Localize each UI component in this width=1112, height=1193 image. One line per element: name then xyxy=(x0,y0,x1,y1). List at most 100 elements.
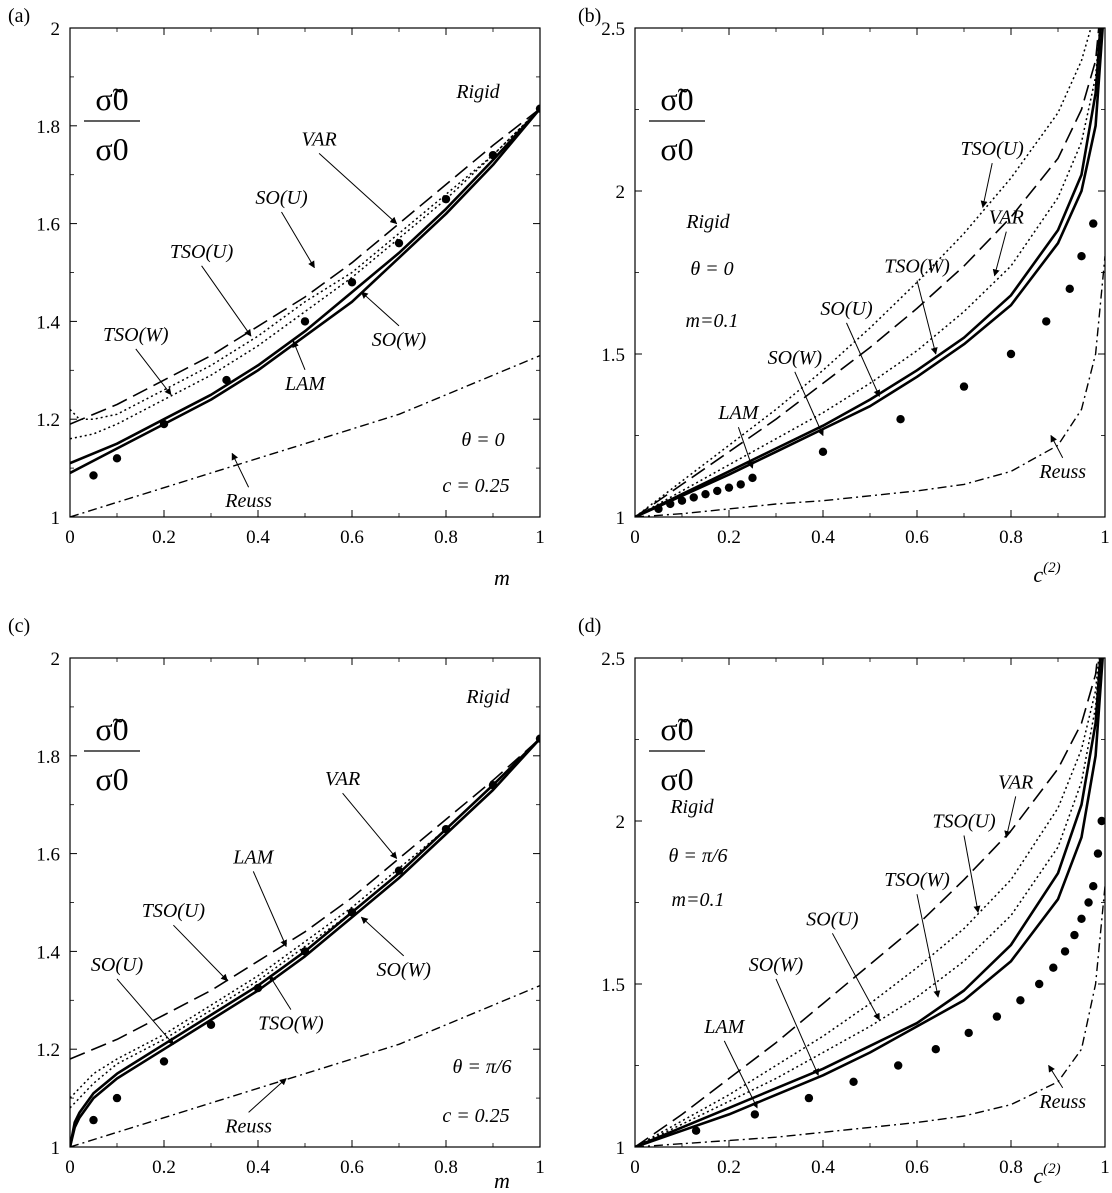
y-tick-label: 1 xyxy=(51,1138,61,1159)
panel-annotation: θ = 0 xyxy=(461,429,504,451)
annotation-label: SO(W) xyxy=(376,959,431,981)
lam-point xyxy=(1077,914,1086,923)
x-tick-label: 0.6 xyxy=(340,527,364,548)
lam-point xyxy=(1093,849,1103,858)
series-line-sou xyxy=(70,107,540,465)
lam-point xyxy=(1016,996,1025,1005)
chart-panel-2: 0 0.2 0.4 0.6 0.8 1 1 1.5 2 2.5 TSO(U) VAR TSO(W) SO(… xyxy=(578,5,1110,587)
x-tick-label: 0.8 xyxy=(999,1157,1023,1178)
lam-point xyxy=(691,1126,701,1135)
lam-point xyxy=(896,415,905,424)
lam-point xyxy=(488,150,498,160)
annotation-arrow xyxy=(135,348,172,396)
lam-point xyxy=(894,1061,903,1070)
y-label-numerator: σ̃0 xyxy=(660,711,693,747)
y-tick-label: 2 xyxy=(616,812,626,833)
lam-point xyxy=(112,1093,122,1103)
annotation-arrow xyxy=(173,924,228,982)
annotation-arrow xyxy=(292,340,306,371)
y-axis-label: σ̃0σ0 xyxy=(84,81,140,167)
lam-point xyxy=(159,419,169,429)
lam-point xyxy=(992,1012,1002,1021)
y-axis-label: σ̃0σ0 xyxy=(649,81,705,167)
annotation-label: SO(U) xyxy=(806,908,859,930)
x-tick-label: 0.6 xyxy=(905,1157,929,1178)
lam-point xyxy=(441,824,451,834)
chart-panel-3: 0 0.2 0.4 0.6 0.8 1 1 1.2 1.4 1.6 1.8 2 VAR LAM TSO(U)… xyxy=(8,615,545,1193)
annotation-label: VAR xyxy=(325,768,360,790)
annotation-label: Reuss xyxy=(224,490,272,512)
y-tick-label: 1.8 xyxy=(36,747,60,768)
annotation-label: SO(W) xyxy=(768,347,823,369)
lam-point xyxy=(535,734,540,743)
x-tick-label: 0.2 xyxy=(717,1157,741,1178)
x-tick-label: 0 xyxy=(65,1157,75,1178)
y-label-numerator: σ̃0 xyxy=(660,81,693,117)
lam-point xyxy=(818,447,828,456)
series-line-sow xyxy=(635,658,1104,1147)
lam-point xyxy=(689,493,698,502)
series-line-tsou xyxy=(635,28,1092,517)
x-tick-label: 0.2 xyxy=(152,527,176,548)
y-tick-label: 2 xyxy=(51,649,61,670)
annotation-arrow xyxy=(252,871,287,948)
lam-point xyxy=(300,947,310,956)
annotation-label: TSO(U) xyxy=(961,138,1025,160)
y-label-denominator: σ0 xyxy=(660,761,693,797)
y-tick-label: 1.4 xyxy=(36,312,60,333)
lam-point xyxy=(959,382,969,391)
series-line-sou xyxy=(635,28,1102,517)
x-tick-label: 0.4 xyxy=(246,1157,270,1178)
annotation-label: SO(U) xyxy=(91,954,144,976)
x-tick-label: 0 xyxy=(630,527,640,548)
series-line-tsow xyxy=(70,738,540,1109)
lam-point xyxy=(804,1093,814,1103)
panel-annotation: c = 0.25 xyxy=(442,475,509,497)
panel-label: (c) xyxy=(8,615,30,637)
annotation-label: SO(U) xyxy=(820,298,873,320)
series-line-sow xyxy=(635,28,1104,517)
y-tick-label: 2.5 xyxy=(601,649,625,670)
annotation-label: TSO(W) xyxy=(884,869,950,891)
lam-point xyxy=(849,1077,858,1087)
y-tick-label: 2 xyxy=(616,182,626,203)
x-tick-label: 0.2 xyxy=(152,1157,176,1178)
x-tick-label: 1 xyxy=(535,527,545,548)
panel-annotation: θ = π/6 xyxy=(669,845,728,867)
annotation-label: Reuss xyxy=(1038,1091,1086,1113)
y-tick-label: 2.5 xyxy=(601,19,625,40)
panel-annotation: m=0.1 xyxy=(672,889,725,911)
annotation-arrow xyxy=(916,894,941,998)
annotation-arrow xyxy=(1048,1064,1064,1089)
y-tick-label: 1 xyxy=(51,508,61,529)
y-label-numerator: σ̃0 xyxy=(95,81,128,117)
annotation-label: LAM xyxy=(232,846,274,868)
annotation-arrow xyxy=(916,280,938,355)
series-line-tsow xyxy=(635,658,1101,1147)
y-axis-label: σ̃0σ0 xyxy=(649,711,705,797)
y-tick-label: 1.6 xyxy=(36,215,60,236)
lam-point xyxy=(441,194,451,204)
lam-point xyxy=(724,483,734,492)
annotation-arrow xyxy=(794,371,824,437)
y-tick-label: 1.8 xyxy=(36,117,60,138)
lam-point xyxy=(736,480,745,489)
annotation-label: SO(W) xyxy=(372,329,427,351)
annotation-label: SO(U) xyxy=(255,187,308,209)
lam-point xyxy=(713,486,722,496)
series-line-var xyxy=(635,28,1100,517)
annotation-arrow xyxy=(1050,434,1064,459)
lam-point xyxy=(748,473,757,483)
annotation-label: TSO(U) xyxy=(142,900,206,922)
x-tick-label: 0.8 xyxy=(434,527,458,548)
annotation-arrow xyxy=(846,322,881,398)
y-tick-label: 1.6 xyxy=(36,845,60,866)
annotation-label: TSO(W) xyxy=(884,256,950,278)
panel-annotation: Rigid xyxy=(455,81,500,103)
panel-annotation: θ = 0 xyxy=(690,258,733,280)
annotation-label: VAR xyxy=(989,207,1024,229)
lam-point xyxy=(1060,947,1070,956)
x-tick-label: 0 xyxy=(630,1157,640,1178)
lam-point xyxy=(1049,963,1058,972)
annotation-arrow xyxy=(775,978,819,1076)
